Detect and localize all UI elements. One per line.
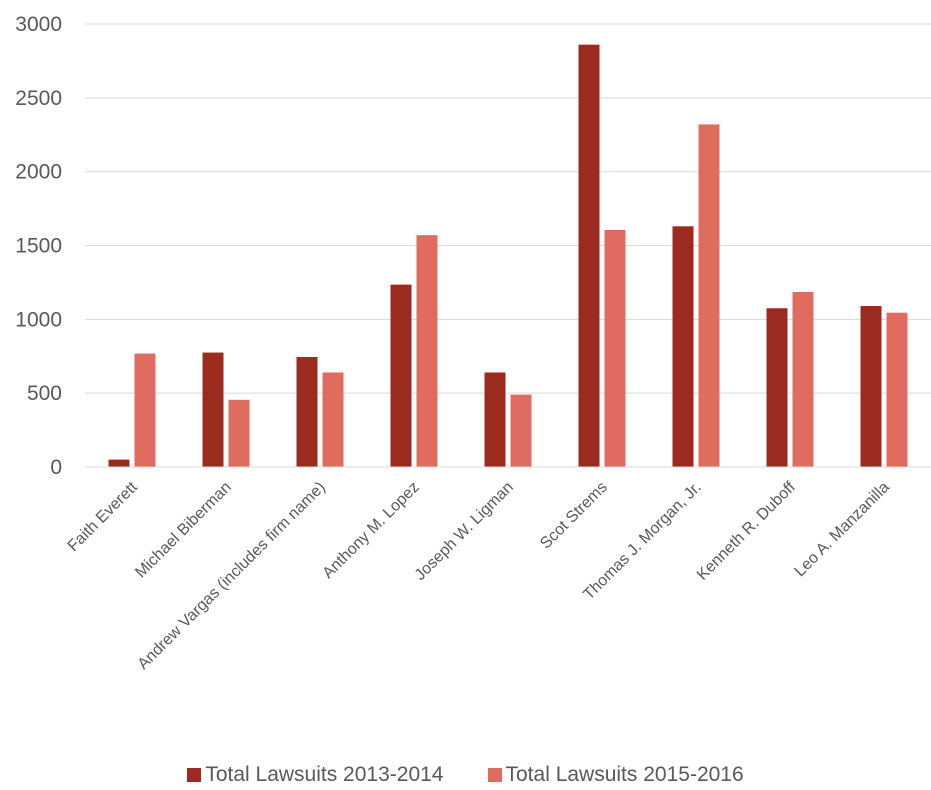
bar-series-1 (766, 308, 788, 467)
y-tick-label: 0 (50, 456, 62, 479)
bar-series-1 (578, 44, 600, 467)
legend-swatch-series-2 (487, 768, 502, 782)
bar-series-2 (886, 312, 908, 467)
x-tick-label: Leo A. Manzanilla (791, 479, 892, 580)
bar-series-1 (202, 352, 224, 467)
y-tick-label: 500 (27, 382, 62, 405)
bar-series-1 (108, 459, 130, 467)
bar-series-1 (390, 284, 412, 467)
y-tick-label: 1500 (15, 235, 62, 258)
x-tick-label: Scot Strems (537, 479, 611, 553)
bar-series-1 (672, 226, 694, 467)
bar-series-2 (322, 372, 344, 467)
bar-series-2 (416, 235, 438, 467)
legend-swatch-series-1 (187, 768, 202, 782)
y-tick-label: 2000 (15, 161, 62, 184)
x-tick-label: Joseph W. Ligman (412, 479, 517, 584)
y-tick-label: 2500 (15, 87, 62, 110)
y-tick-label: 1000 (15, 308, 62, 331)
x-tick-label: Andrew Vargas (includes firm name) (135, 479, 329, 673)
legend-label-series-2: Total Lawsuits 2015-2016 (505, 763, 744, 786)
bar-series-2 (510, 394, 532, 467)
y-tick-label: 3000 (15, 13, 62, 36)
x-tick-label: Faith Everett (65, 478, 142, 555)
bar-series-1 (296, 356, 318, 467)
legend-item-series-2: Total Lawsuits 2015-2016 (487, 763, 744, 787)
bar-series-2 (604, 229, 626, 467)
bar-series-1 (484, 372, 506, 467)
y-axis-ticks: 0 500 1000 1500 2000 2500 3000 (15, 13, 62, 479)
bar-series-2 (698, 124, 720, 467)
bar-series-1 (860, 306, 882, 467)
bar-chart-plot: 0 500 1000 1500 2000 2500 3000 Faith EverettMi… (15, 13, 931, 673)
bars (108, 44, 908, 467)
legend-item-series-1: Total Lawsuits 2013-2014 (187, 763, 444, 787)
bar-series-2 (134, 353, 156, 467)
x-tick-label: Michael Biberman (132, 479, 235, 582)
x-tick-label: Anthony M. Lopez (320, 479, 423, 582)
gridlines (85, 23, 931, 394)
bar-series-2 (792, 292, 814, 467)
bar-series-2 (228, 399, 250, 467)
x-tick-label: Kenneth R. Duboff (694, 478, 799, 583)
legend: Total Lawsuits 2013-2014 Total Lawsuits … (0, 763, 931, 787)
legend-label-series-1: Total Lawsuits 2013-2014 (205, 763, 444, 786)
